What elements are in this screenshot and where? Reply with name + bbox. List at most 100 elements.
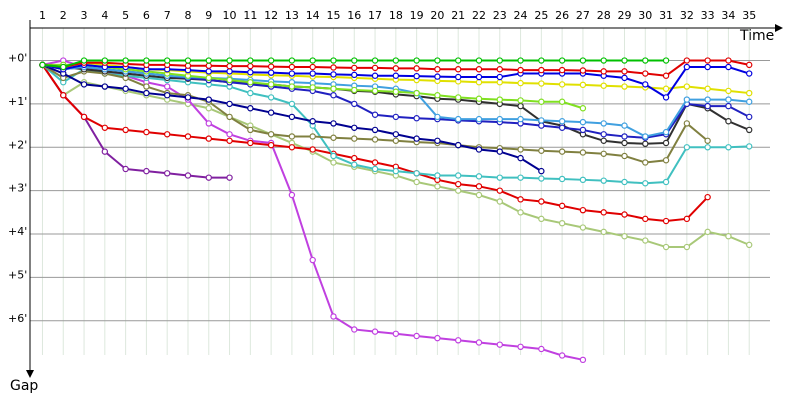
data-point [392, 330, 400, 337]
data-point [558, 66, 566, 74]
data-point [226, 131, 233, 138]
y-tick-label: +6' [8, 312, 27, 325]
data-point [247, 105, 254, 112]
data-point [184, 62, 192, 69]
data-point [309, 118, 316, 125]
data-point [371, 126, 379, 134]
data-point [475, 66, 483, 73]
data-point [517, 57, 524, 64]
data-point [538, 198, 545, 205]
data-point [662, 57, 670, 64]
data-point [267, 69, 275, 76]
x-tick-label: 17 [368, 9, 382, 22]
data-point [60, 92, 67, 99]
x-tick-label: 34 [721, 9, 735, 22]
data-point [517, 146, 524, 153]
x-tick-label: 15 [326, 9, 340, 22]
data-point [496, 115, 503, 123]
data-point [517, 79, 524, 87]
x-tick-label: 35 [742, 9, 756, 22]
data-point [642, 133, 649, 140]
data-point [579, 126, 587, 134]
data-point [600, 57, 607, 64]
data-point [558, 219, 566, 227]
data-point [288, 57, 296, 64]
data-point [704, 96, 711, 103]
data-point [517, 209, 524, 216]
y-axis-arrow [26, 370, 34, 378]
data-point [371, 57, 379, 64]
data-point [662, 128, 670, 136]
y-tick-label: +0' [8, 52, 27, 65]
data-point [517, 196, 524, 203]
data-point [163, 170, 171, 177]
data-point [517, 102, 524, 110]
data-point [143, 128, 150, 136]
data-point [517, 115, 524, 123]
data-point [704, 228, 711, 236]
data-point [351, 161, 358, 168]
data-point [413, 178, 420, 186]
x-tick-label: 1 [39, 9, 46, 22]
data-point [101, 83, 109, 90]
data-point [205, 74, 212, 82]
x-tick-label: 31 [659, 9, 673, 22]
x-tick-label: 6 [143, 9, 150, 22]
x-axis-title: Time [739, 28, 774, 44]
data-point [413, 57, 420, 64]
data-point [621, 83, 628, 90]
y-tick-label: +4' [8, 225, 27, 238]
data-point [392, 88, 400, 95]
data-point [413, 115, 420, 122]
data-point [579, 176, 587, 184]
data-point [205, 57, 212, 64]
data-point [579, 67, 587, 74]
data-point [434, 183, 441, 190]
data-point [725, 232, 732, 240]
data-point [413, 89, 420, 97]
data-point [600, 120, 607, 127]
data-point [143, 83, 150, 90]
data-point [288, 144, 296, 151]
data-point [621, 122, 628, 129]
data-point [662, 217, 670, 225]
data-point [746, 98, 753, 105]
y-tick-label: +5' [8, 268, 27, 281]
x-tick-label: 29 [617, 9, 631, 22]
data-point [538, 117, 545, 124]
data-point [392, 137, 400, 144]
data-point [538, 80, 545, 87]
data-point [330, 92, 337, 99]
data-point [101, 148, 109, 155]
x-tick-label: 13 [285, 9, 299, 22]
data-point [496, 96, 503, 103]
data-point [371, 328, 379, 335]
data-point [621, 139, 628, 147]
x-axis-arrow [775, 24, 783, 32]
data-point [267, 81, 275, 88]
data-point [413, 170, 420, 177]
data-point [371, 87, 379, 95]
data-point [538, 147, 545, 154]
data-point [558, 57, 566, 64]
data-point [455, 187, 462, 194]
data-point [538, 215, 545, 223]
data-point [143, 167, 150, 175]
data-point [226, 174, 233, 181]
data-point [662, 85, 670, 92]
data-point [579, 224, 587, 231]
data-point [101, 124, 109, 131]
x-tick-label: 9 [205, 9, 212, 22]
data-point [247, 69, 254, 76]
x-tick-label: 11 [243, 9, 257, 22]
data-point [434, 113, 441, 121]
data-point [122, 57, 129, 64]
data-point [184, 133, 192, 140]
data-point [579, 149, 587, 156]
data-point [226, 68, 233, 75]
data-point [621, 232, 628, 240]
y-tick-label: +2' [8, 138, 27, 151]
data-point [392, 131, 400, 138]
data-point [517, 66, 524, 74]
data-point [184, 172, 192, 179]
